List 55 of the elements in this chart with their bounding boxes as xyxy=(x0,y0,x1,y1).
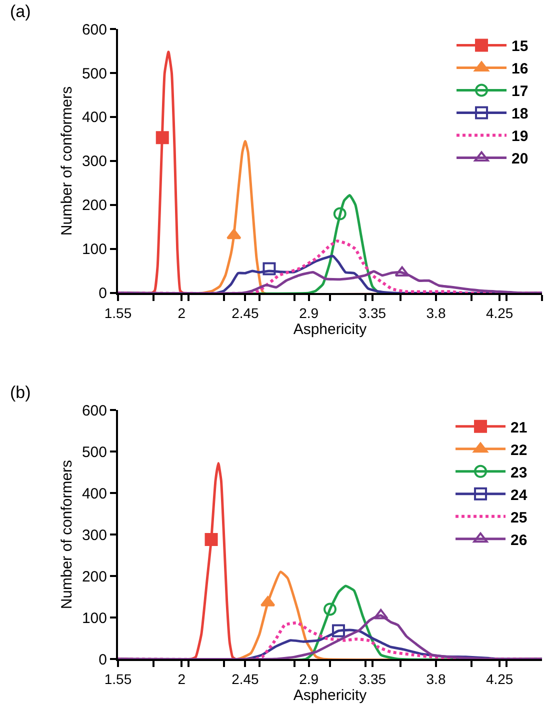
point xyxy=(394,266,410,276)
legend-label: 19 xyxy=(512,128,528,146)
legend-label: 23 xyxy=(510,464,528,482)
x-tick-label: 2.45 xyxy=(232,304,260,321)
y-tick-label: 200 xyxy=(82,197,107,214)
y-tick-label: 600 xyxy=(82,402,107,420)
y-tick-label: 200 xyxy=(82,568,107,586)
y-tick-label: 600 xyxy=(82,21,107,38)
x-tick-label: 2.45 xyxy=(232,670,260,687)
y-tick-label: 0 xyxy=(98,651,107,668)
x-tick-label: 1.55 xyxy=(104,670,132,687)
legend-label: 20 xyxy=(512,150,528,168)
x-tick-label: 3.8 xyxy=(426,304,446,321)
legend-label: 15 xyxy=(512,38,528,56)
y-tick-label: 500 xyxy=(82,444,107,461)
point xyxy=(333,207,346,220)
x-tick-label: 1.55 xyxy=(104,304,132,321)
legend-label: 17 xyxy=(512,83,528,100)
point xyxy=(156,131,169,144)
y-tick-label: 100 xyxy=(82,241,107,258)
x-tick-label: 2.9 xyxy=(299,304,319,321)
x-tick-label: 3.8 xyxy=(426,670,446,687)
point xyxy=(374,608,388,620)
y-tick-label: 300 xyxy=(82,526,107,544)
y-tick-label: 400 xyxy=(82,109,107,126)
point xyxy=(262,262,276,276)
y-axis-title: Number of conformers xyxy=(58,86,76,236)
legend-label: 25 xyxy=(510,509,528,526)
x-tick-label: 2.9 xyxy=(299,670,319,687)
y-axis-title: Number of conformers xyxy=(58,460,76,610)
legend-label: 26 xyxy=(510,532,528,549)
x-tick-label: 3.35 xyxy=(358,304,386,321)
x-tick-label: 3.35 xyxy=(358,670,386,687)
x-axis-title: Asphericity xyxy=(293,686,368,704)
y-tick-label: 300 xyxy=(82,153,107,170)
legend-label: 21 xyxy=(510,419,528,436)
y-tick-label: 0 xyxy=(98,285,107,302)
chart-title: (b) xyxy=(10,383,31,402)
y-tick-label: 500 xyxy=(82,65,107,82)
y-tick-label: 100 xyxy=(82,610,107,627)
legend-label: 24 xyxy=(510,486,528,504)
point xyxy=(332,624,345,638)
chart-title: (a) xyxy=(10,2,31,21)
x-tick-label: 2 xyxy=(178,670,186,687)
legend-label: 22 xyxy=(510,442,528,459)
x-tick-label: 2 xyxy=(178,304,186,321)
x-tick-label: 4.25 xyxy=(486,670,514,687)
point xyxy=(204,533,218,546)
point xyxy=(226,228,242,240)
legend-label: 18 xyxy=(512,106,528,123)
legend-label: 16 xyxy=(512,60,528,78)
y-tick-label: 400 xyxy=(82,485,107,502)
x-axis-title: Asphericity xyxy=(293,320,368,338)
x-tick-label: 4.25 xyxy=(486,304,514,321)
point xyxy=(324,602,336,616)
